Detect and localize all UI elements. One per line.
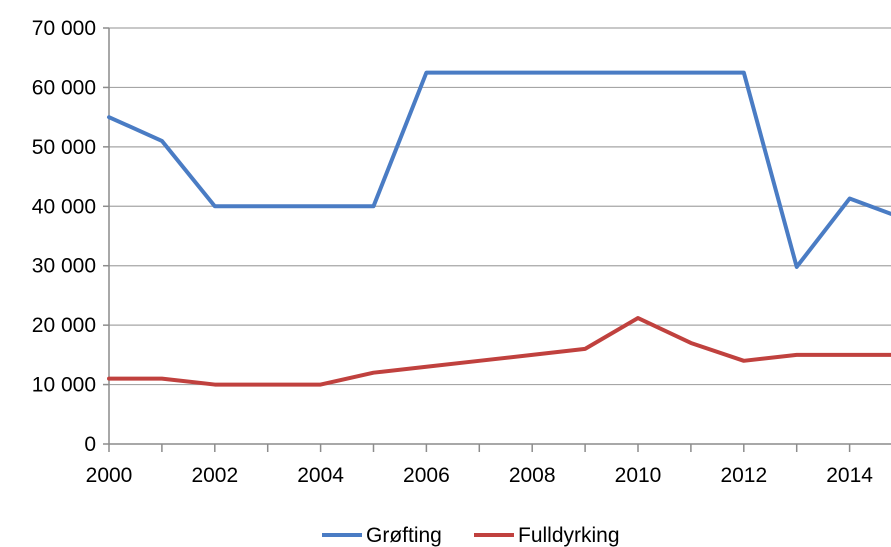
data-point [319, 204, 323, 208]
data-point [636, 316, 640, 320]
data-point [213, 204, 217, 208]
data-point [477, 359, 481, 363]
data-point [689, 71, 693, 75]
data-point [424, 365, 428, 369]
y-tick-labels: 0 10 000 20 000 30 000 40 000 50 000 60 000 70 … [32, 17, 96, 456]
y-tick-label: 40 000 [32, 195, 96, 218]
x-tick-label: 2000 [86, 464, 133, 487]
data-point [742, 359, 746, 363]
data-point [795, 353, 799, 357]
data-point [583, 71, 587, 75]
series-line-fulldyrking [107, 316, 891, 387]
data-point [689, 341, 693, 345]
data-point [160, 377, 164, 381]
data-point [636, 71, 640, 75]
legend: Grøfting Fulldyrking [322, 524, 620, 547]
data-point [160, 139, 164, 143]
series-lines [107, 70, 891, 387]
data-point [266, 204, 270, 208]
x-tick-label: 2006 [403, 464, 450, 487]
legend-label: Fulldyrking [518, 524, 620, 547]
y-tick-label: 50 000 [32, 136, 96, 159]
x-tick-labels: 2000 2002 2004 2006 2008 2010 2012 2014 [86, 464, 874, 487]
x-tick-label: 2008 [509, 464, 556, 487]
data-point [477, 71, 481, 75]
y-tick-label: 60 000 [32, 76, 96, 99]
data-point [848, 353, 852, 357]
y-tick-label: 70 000 [32, 17, 96, 40]
data-point [424, 71, 428, 75]
x-tick-label: 2002 [191, 464, 238, 487]
data-point [266, 383, 270, 387]
data-point [372, 371, 376, 375]
y-tick-label: 30 000 [32, 255, 96, 278]
data-point [795, 265, 799, 269]
data-point [213, 383, 217, 387]
y-tick-label: 10 000 [32, 374, 96, 397]
x-tick-label: 2012 [720, 464, 767, 487]
y-tick-label: 0 [84, 433, 96, 456]
legend-label: Grøfting [366, 524, 442, 547]
series-line-grøfting [107, 70, 891, 269]
x-tick-label: 2014 [826, 464, 873, 487]
x-tick-label: 2010 [615, 464, 662, 487]
data-point [530, 71, 534, 75]
data-point [107, 377, 111, 381]
x-tick-label: 2004 [297, 464, 344, 487]
data-point [848, 197, 852, 201]
data-point [319, 383, 323, 387]
data-point [107, 115, 111, 119]
data-point [372, 204, 376, 208]
y-tick-label: 20 000 [32, 314, 96, 337]
data-point [742, 71, 746, 75]
axes [103, 27, 891, 452]
data-point [583, 347, 587, 351]
data-point [530, 353, 534, 357]
